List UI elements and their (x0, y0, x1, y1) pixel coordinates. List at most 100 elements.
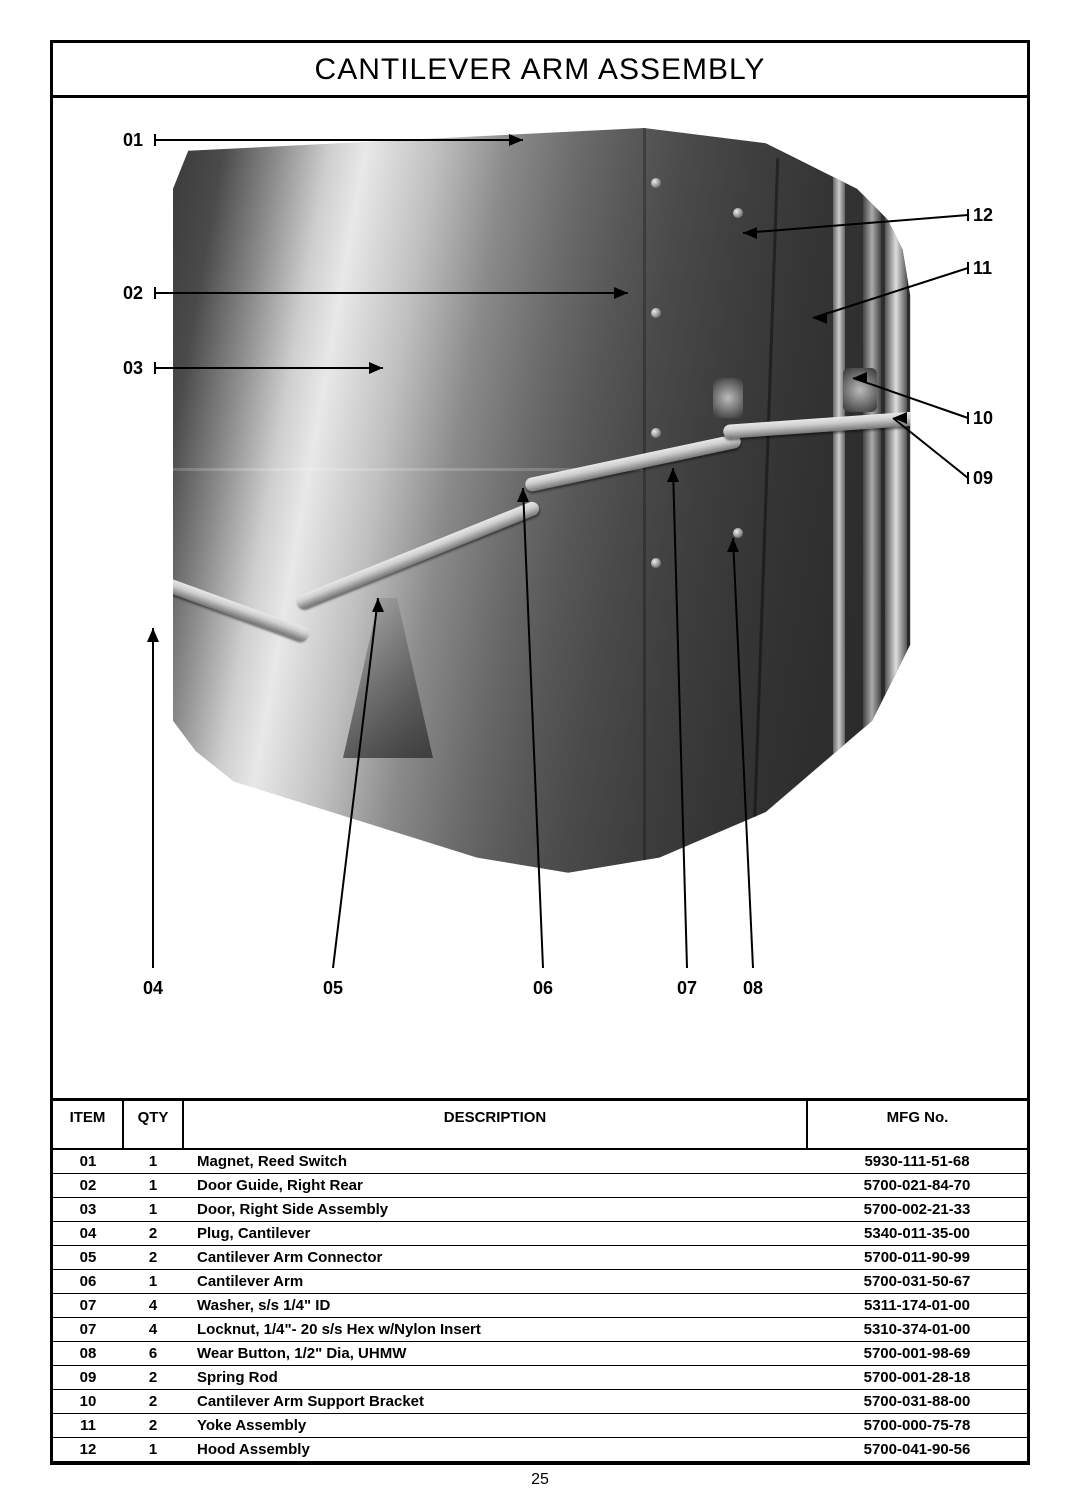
cell-mfg: 5700-001-28-18 (807, 1366, 1027, 1390)
callout-01: 01 (123, 130, 143, 151)
table-row: 086Wear Button, 1/2" Dia, UHMW5700-001-9… (53, 1342, 1027, 1366)
table-row: 112Yoke Assembly5700-000-75-78 (53, 1414, 1027, 1438)
cell-item: 05 (53, 1246, 123, 1270)
cell-mfg: 5700-041-90-56 (807, 1438, 1027, 1462)
cell-desc: Cantilever Arm (183, 1270, 807, 1294)
cell-qty: 1 (123, 1438, 183, 1462)
cell-item: 04 (53, 1222, 123, 1246)
cell-mfg: 5930-111-51-68 (807, 1149, 1027, 1174)
bolt (651, 308, 661, 318)
cell-desc: Wear Button, 1/2" Dia, UHMW (183, 1342, 807, 1366)
callout-08: 08 (743, 978, 763, 999)
cell-qty: 4 (123, 1318, 183, 1342)
assembly-diagram: 01 02 03 04 05 06 07 08 12 11 10 09 (53, 98, 1027, 1098)
cell-mfg: 5700-031-88-00 (807, 1390, 1027, 1414)
yoke-left (713, 378, 743, 418)
cell-desc: Door Guide, Right Rear (183, 1174, 807, 1198)
callout-03: 03 (123, 358, 143, 379)
table-row: 102Cantilever Arm Support Bracket5700-03… (53, 1390, 1027, 1414)
col-item: ITEM (53, 1100, 123, 1150)
yoke-right (843, 368, 877, 412)
page-title: CANTILEVER ARM ASSEMBLY (53, 43, 1027, 98)
hose-3 (833, 148, 845, 868)
cell-desc: Door, Right Side Assembly (183, 1198, 807, 1222)
assembly-photo (173, 128, 933, 888)
cell-qty: 2 (123, 1414, 183, 1438)
table-row: 092Spring Rod5700-001-28-18 (53, 1366, 1027, 1390)
panel-vseam (643, 128, 646, 888)
cell-desc: Cantilever Arm Connector (183, 1246, 807, 1270)
cell-desc: Magnet, Reed Switch (183, 1149, 807, 1174)
cell-mfg: 5340-011-35-00 (807, 1222, 1027, 1246)
parts-table-head: ITEM QTY DESCRIPTION MFG No. (53, 1100, 1027, 1150)
table-row: 061Cantilever Arm5700-031-50-67 (53, 1270, 1027, 1294)
callout-02: 02 (123, 283, 143, 304)
cell-qty: 6 (123, 1342, 183, 1366)
hose-1 (863, 128, 881, 888)
cell-qty: 2 (123, 1246, 183, 1270)
cell-mfg: 5700-021-84-70 (807, 1174, 1027, 1198)
page-number: 25 (50, 1471, 1030, 1489)
handle-shadow (343, 598, 433, 758)
cell-mfg: 5700-002-21-33 (807, 1198, 1027, 1222)
cell-desc: Spring Rod (183, 1366, 807, 1390)
cell-item: 03 (53, 1198, 123, 1222)
bolt (651, 428, 661, 438)
cell-item: 09 (53, 1366, 123, 1390)
cell-mfg: 5700-000-75-78 (807, 1414, 1027, 1438)
table-row: 042Plug, Cantilever5340-011-35-00 (53, 1222, 1027, 1246)
col-desc: DESCRIPTION (183, 1100, 807, 1150)
cell-qty: 1 (123, 1270, 183, 1294)
cell-mfg: 5700-011-90-99 (807, 1246, 1027, 1270)
col-qty: QTY (123, 1100, 183, 1150)
cell-item: 11 (53, 1414, 123, 1438)
cell-item: 01 (53, 1149, 123, 1174)
panel-corner-edge (750, 158, 780, 918)
cantilever-arm-seg-a (136, 568, 310, 643)
cell-qty: 4 (123, 1294, 183, 1318)
cell-item: 07 (53, 1318, 123, 1342)
cell-desc: Plug, Cantilever (183, 1222, 807, 1246)
cantilever-arm-seg-b (295, 500, 541, 610)
table-row: 052Cantilever Arm Connector5700-011-90-9… (53, 1246, 1027, 1270)
callout-06: 06 (533, 978, 553, 999)
outer-frame: CANTILEVER ARM ASSEMBLY (50, 40, 1030, 1465)
parts-table: ITEM QTY DESCRIPTION MFG No. 011Magnet, … (53, 1098, 1027, 1462)
table-row: 031Door, Right Side Assembly5700-002-21-… (53, 1198, 1027, 1222)
cell-qty: 1 (123, 1198, 183, 1222)
cell-desc: Hood Assembly (183, 1438, 807, 1462)
cell-mfg: 5311-174-01-00 (807, 1294, 1027, 1318)
callout-05: 05 (323, 978, 343, 999)
callout-11: 11 (973, 258, 992, 279)
table-row: 074Locknut, 1/4"- 20 s/s Hex w/Nylon Ins… (53, 1318, 1027, 1342)
bolt (733, 208, 743, 218)
cell-desc: Yoke Assembly (183, 1414, 807, 1438)
callout-04: 04 (143, 978, 163, 999)
cell-item: 08 (53, 1342, 123, 1366)
cell-desc: Washer, s/s 1/4" ID (183, 1294, 807, 1318)
cell-qty: 1 (123, 1174, 183, 1198)
cell-item: 12 (53, 1438, 123, 1462)
cell-item: 06 (53, 1270, 123, 1294)
cell-desc: Locknut, 1/4"- 20 s/s Hex w/Nylon Insert (183, 1318, 807, 1342)
cell-mfg: 5310-374-01-00 (807, 1318, 1027, 1342)
cell-qty: 2 (123, 1366, 183, 1390)
callout-09: 09 (973, 468, 993, 489)
col-mfg: MFG No. (807, 1100, 1027, 1150)
cell-item: 02 (53, 1174, 123, 1198)
table-row: 074Washer, s/s 1/4" ID5311-174-01-00 (53, 1294, 1027, 1318)
bolt (733, 528, 743, 538)
cantilever-arm-seg-c (524, 433, 742, 492)
table-row: 021Door Guide, Right Rear5700-021-84-70 (53, 1174, 1027, 1198)
page: CANTILEVER ARM ASSEMBLY (0, 0, 1080, 1509)
cell-qty: 2 (123, 1222, 183, 1246)
cell-item: 10 (53, 1390, 123, 1414)
table-row: 011Magnet, Reed Switch5930-111-51-68 (53, 1149, 1027, 1174)
cell-mfg: 5700-001-98-69 (807, 1342, 1027, 1366)
cell-qty: 2 (123, 1390, 183, 1414)
cell-qty: 1 (123, 1149, 183, 1174)
cell-desc: Cantilever Arm Support Bracket (183, 1390, 807, 1414)
callout-10: 10 (973, 408, 993, 429)
parts-table-body: 011Magnet, Reed Switch5930-111-51-68021D… (53, 1149, 1027, 1462)
table-row: 121Hood Assembly5700-041-90-56 (53, 1438, 1027, 1462)
